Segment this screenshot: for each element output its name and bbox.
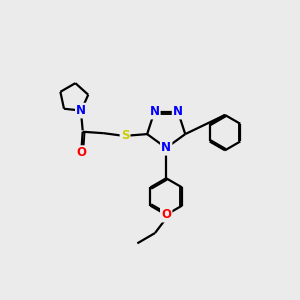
Text: S: S xyxy=(121,129,129,142)
Text: N: N xyxy=(76,104,86,117)
Text: N: N xyxy=(161,141,171,154)
Text: N: N xyxy=(173,105,183,118)
Text: N: N xyxy=(76,104,86,117)
Text: O: O xyxy=(76,146,86,159)
Text: O: O xyxy=(161,208,171,221)
Text: N: N xyxy=(149,105,159,118)
